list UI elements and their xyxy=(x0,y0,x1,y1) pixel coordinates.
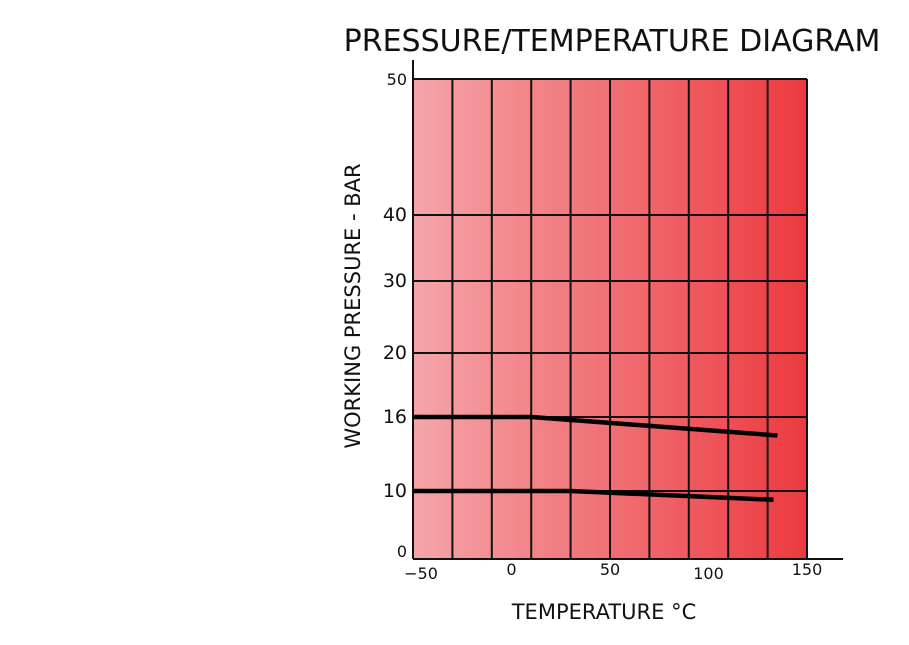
y-tick-label: 16 xyxy=(383,406,407,428)
x-axis-title: TEMPERATURE °C xyxy=(511,600,697,624)
grid xyxy=(412,78,808,560)
series-lines xyxy=(413,414,778,503)
pressure-limit-line-1 xyxy=(413,414,778,438)
y-axis-title: WORKING PRESSURE - BAR xyxy=(341,163,365,448)
y-tick-label: 0 xyxy=(397,542,407,561)
x-tick-label: 100 xyxy=(693,564,724,583)
x-tick-labels: −50 0 50 100 150 xyxy=(404,560,822,583)
x-tick-label: 150 xyxy=(792,560,823,579)
x-tick-label: −50 xyxy=(404,564,438,583)
y-tick-label: 30 xyxy=(383,270,407,292)
y-tick-label: 50 xyxy=(387,70,407,89)
y-tick-label: 10 xyxy=(383,480,407,502)
x-tick-label: 0 xyxy=(506,560,516,579)
y-tick-labels: 0 10 16 20 30 40 50 xyxy=(383,70,407,561)
y-tick-label: 40 xyxy=(383,204,407,226)
pressure-limit-line-2 xyxy=(413,488,774,503)
chart-title: PRESSURE/TEMPERATURE DIAGRAM xyxy=(344,24,881,59)
y-tick-label: 20 xyxy=(383,342,407,364)
x-tick-label: 50 xyxy=(600,560,620,579)
